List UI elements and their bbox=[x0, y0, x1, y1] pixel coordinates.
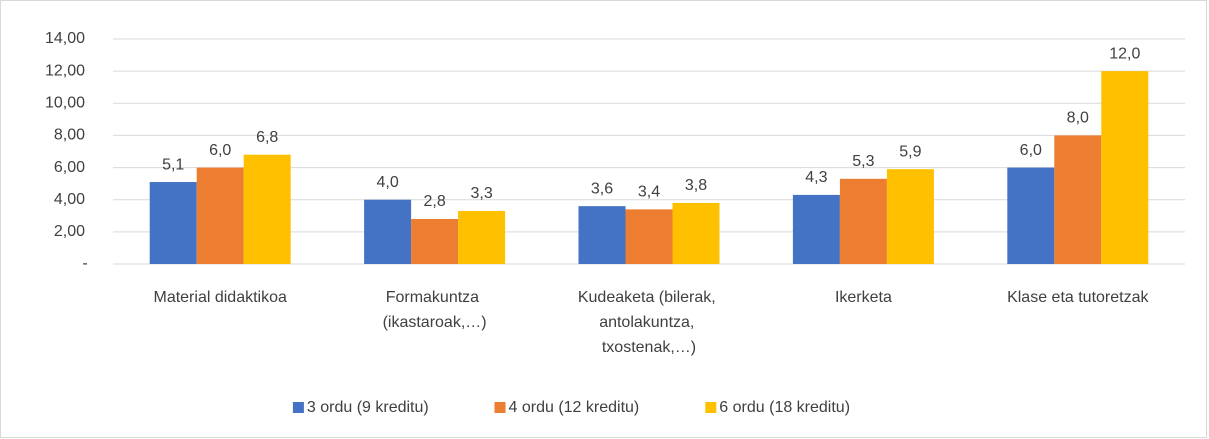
legend-swatch bbox=[494, 402, 506, 413]
bar bbox=[1101, 71, 1149, 265]
data-label: 6,0 bbox=[209, 142, 231, 159]
y-tick-label: 2,00 bbox=[54, 223, 85, 240]
y-tick-label: 12,00 bbox=[45, 62, 85, 79]
data-label: 3,8 bbox=[685, 177, 707, 194]
bar bbox=[458, 210, 506, 264]
data-label: 6,8 bbox=[256, 129, 278, 146]
data-label: 8,0 bbox=[1067, 110, 1089, 127]
bar bbox=[886, 169, 934, 264]
data-label: 4,3 bbox=[805, 169, 827, 186]
x-tick-line: txostenak,…) bbox=[602, 339, 696, 356]
y-tick-label: 10,00 bbox=[45, 95, 85, 112]
legend-label: 6 ordu (18 kreditu) bbox=[719, 399, 850, 416]
x-tick-line: (ikastaroak,…) bbox=[383, 314, 487, 331]
data-label: 3,4 bbox=[638, 184, 660, 201]
bar bbox=[578, 206, 626, 264]
bar bbox=[792, 194, 840, 264]
data-label: 5,1 bbox=[162, 156, 184, 173]
bar bbox=[364, 199, 412, 264]
y-tick-label: 4,00 bbox=[54, 191, 85, 208]
data-label: 5,9 bbox=[899, 143, 921, 160]
x-tick-line: Klase eta tutoretzak bbox=[1007, 289, 1149, 306]
bar bbox=[839, 178, 887, 264]
data-label: 4,0 bbox=[376, 174, 398, 191]
data-label: 2,8 bbox=[423, 193, 445, 210]
x-tick-label: Klase eta tutoretzak bbox=[1007, 289, 1149, 306]
legend-label: 4 ordu (12 kreditu) bbox=[509, 399, 640, 416]
y-tick-label: 6,00 bbox=[54, 159, 85, 176]
data-label: 12,0 bbox=[1109, 45, 1140, 62]
legend-swatch bbox=[292, 402, 304, 413]
x-tick-line: Ikerketa bbox=[835, 289, 892, 306]
bar bbox=[672, 202, 720, 264]
x-tick-label: Material didaktikoa bbox=[153, 289, 287, 306]
bar bbox=[243, 154, 291, 264]
bar bbox=[1054, 135, 1102, 264]
data-label: 3,6 bbox=[591, 180, 613, 197]
y-tick-label: 8,00 bbox=[54, 127, 85, 144]
x-tick-line: Material didaktikoa bbox=[153, 289, 287, 306]
bar bbox=[625, 209, 673, 264]
x-tick-label: Ikerketa bbox=[835, 289, 892, 306]
bar bbox=[149, 182, 197, 264]
x-tick-line: Formakuntza bbox=[386, 289, 484, 306]
data-label: 6,0 bbox=[1020, 142, 1042, 159]
bar bbox=[1007, 167, 1055, 264]
x-tick-label: Formakuntza (ikastaroak,…) bbox=[383, 289, 487, 331]
x-tick-line: Kudeaketa (bilerak, bbox=[578, 289, 720, 306]
x-tick-label: Kudeaketa (bilerak, antolakuntza, txoste… bbox=[578, 289, 720, 356]
legend-label: 3 ordu (9 kreditu) bbox=[307, 399, 429, 416]
bar bbox=[196, 167, 244, 264]
y-tick-label: - bbox=[82, 255, 87, 272]
data-label: 5,3 bbox=[852, 153, 874, 170]
data-label: 3,3 bbox=[470, 185, 492, 202]
y-tick-label: 14,00 bbox=[45, 30, 85, 47]
legend-swatch bbox=[705, 402, 717, 413]
x-tick-line: antolakuntza, bbox=[599, 314, 699, 331]
bar bbox=[411, 219, 459, 264]
